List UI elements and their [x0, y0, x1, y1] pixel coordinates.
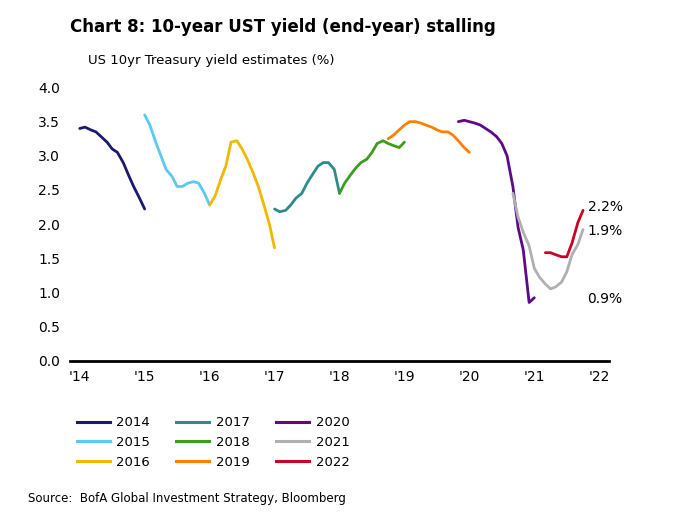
Text: US 10yr Treasury yield estimates (%): US 10yr Treasury yield estimates (%)	[88, 54, 334, 67]
Legend: 2014, 2015, 2016, 2017, 2018, 2019, 2020, 2021, 2022: 2014, 2015, 2016, 2017, 2018, 2019, 2020…	[76, 416, 350, 469]
Text: Chart 8: 10-year UST yield (end-year) stalling: Chart 8: 10-year UST yield (end-year) st…	[70, 18, 496, 36]
Text: Source:  BofA Global Investment Strategy, Bloomberg: Source: BofA Global Investment Strategy,…	[28, 492, 346, 505]
Text: 0.9%: 0.9%	[587, 292, 623, 306]
Text: 1.9%: 1.9%	[587, 224, 623, 238]
Text: 2.2%: 2.2%	[587, 200, 622, 214]
